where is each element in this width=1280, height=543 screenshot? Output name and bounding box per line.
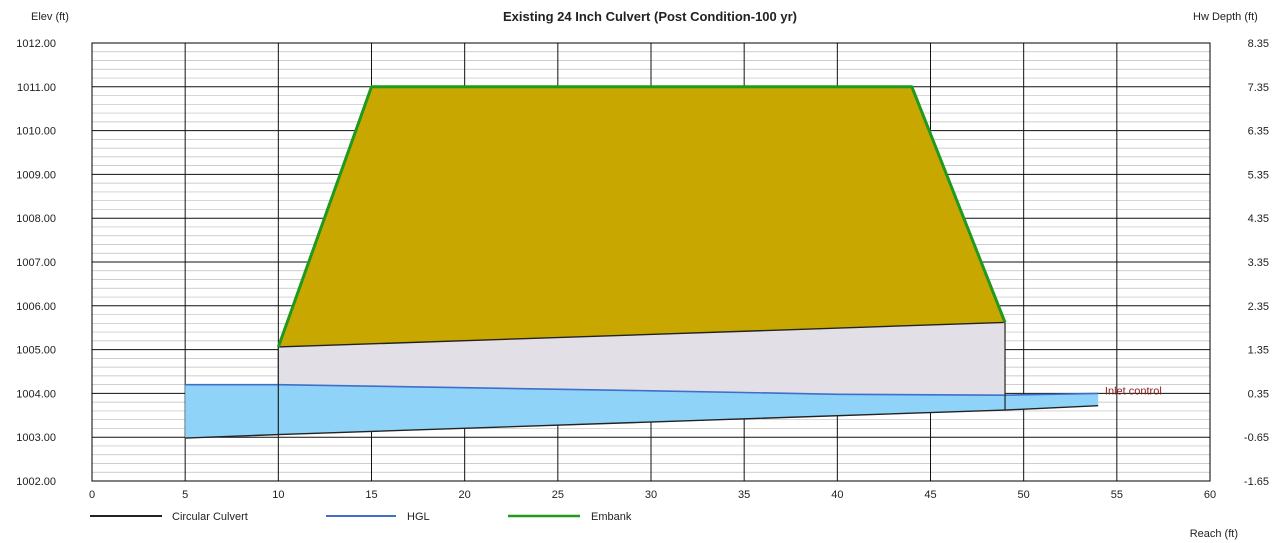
chart-fills bbox=[185, 86, 1099, 439]
y-right-tick-label: -1.65 bbox=[1244, 476, 1269, 488]
x-tick-label: 0 bbox=[89, 489, 95, 501]
x-axis-label: Reach (ft) bbox=[1190, 528, 1238, 540]
x-tick-label: 60 bbox=[1204, 489, 1216, 501]
x-tick-label: 55 bbox=[1111, 489, 1123, 501]
y-left-axis-label: Elev (ft) bbox=[31, 11, 69, 23]
plot-frame bbox=[91, 42, 1211, 482]
y-left-tick-label: 1002.00 bbox=[16, 476, 56, 488]
chart-title: Existing 24 Inch Culvert (Post Condition… bbox=[503, 9, 797, 24]
water-area bbox=[185, 384, 1099, 439]
embankment-fill bbox=[278, 86, 1006, 347]
axis-tick-labels: 0 5 10 15 20 25 30 35 40 45 50 55 60 1002.00 1003.00 10… bbox=[16, 38, 1269, 501]
x-tick-label: 25 bbox=[552, 489, 564, 501]
y-right-tick-label: 2.35 bbox=[1248, 301, 1269, 313]
culvert-crown-line bbox=[278, 321, 1006, 348]
y-left-tick-label: 1009.00 bbox=[16, 169, 56, 181]
x-tick-label: 5 bbox=[182, 489, 188, 501]
y-right-tick-label: 7.35 bbox=[1248, 82, 1269, 94]
y-left-tick-label: 1005.00 bbox=[16, 345, 56, 357]
y-left-tick-label: 1012.00 bbox=[16, 38, 56, 50]
x-tick-label: 45 bbox=[924, 489, 936, 501]
y-left-tick-label: 1003.00 bbox=[16, 432, 56, 444]
y-left-tick-label: 1004.00 bbox=[16, 388, 56, 400]
y-right-axis-label: Hw Depth (ft) bbox=[1193, 11, 1258, 23]
y-right-tick-label: 4.35 bbox=[1248, 213, 1269, 225]
x-tick-label: 35 bbox=[738, 489, 750, 501]
culvert-invert-line bbox=[185, 404, 1099, 439]
legend-label-circular-culvert: Circular Culvert bbox=[172, 511, 248, 523]
x-tick-label: 40 bbox=[831, 489, 843, 501]
y-right-tick-label: -0.65 bbox=[1244, 432, 1269, 444]
y-right-tick-label: 0.35 bbox=[1248, 388, 1269, 400]
annotation-inlet-control: Inlet control bbox=[1105, 385, 1162, 397]
y-right-tick-label: 1.35 bbox=[1248, 345, 1269, 357]
y-left-tick-label: 1007.00 bbox=[16, 257, 56, 269]
x-tick-label: 10 bbox=[272, 489, 284, 501]
embankment-line bbox=[276, 85, 1007, 348]
x-tick-label: 30 bbox=[645, 489, 657, 501]
y-left-tick-label: 1006.00 bbox=[16, 301, 56, 313]
chart-lines bbox=[185, 85, 1099, 439]
x-tick-label: 20 bbox=[459, 489, 471, 501]
x-tick-label: 15 bbox=[365, 489, 377, 501]
y-right-tick-label: 6.35 bbox=[1248, 126, 1269, 138]
y-right-tick-label: 8.35 bbox=[1248, 38, 1269, 50]
x-tick-label: 50 bbox=[1018, 489, 1030, 501]
culvert-barrel-fill bbox=[278, 322, 1006, 396]
y-left-tick-label: 1008.00 bbox=[16, 213, 56, 225]
y-right-tick-label: 3.35 bbox=[1248, 257, 1269, 269]
legend-label-hgl: HGL bbox=[407, 511, 430, 523]
legend-label-embank: Embank bbox=[591, 511, 632, 523]
y-right-tick-label: 5.35 bbox=[1248, 169, 1269, 181]
legend: Circular Culvert HGL Embank bbox=[90, 511, 632, 523]
y-left-tick-label: 1010.00 bbox=[16, 126, 56, 138]
y-left-tick-label: 1011.00 bbox=[17, 82, 56, 94]
